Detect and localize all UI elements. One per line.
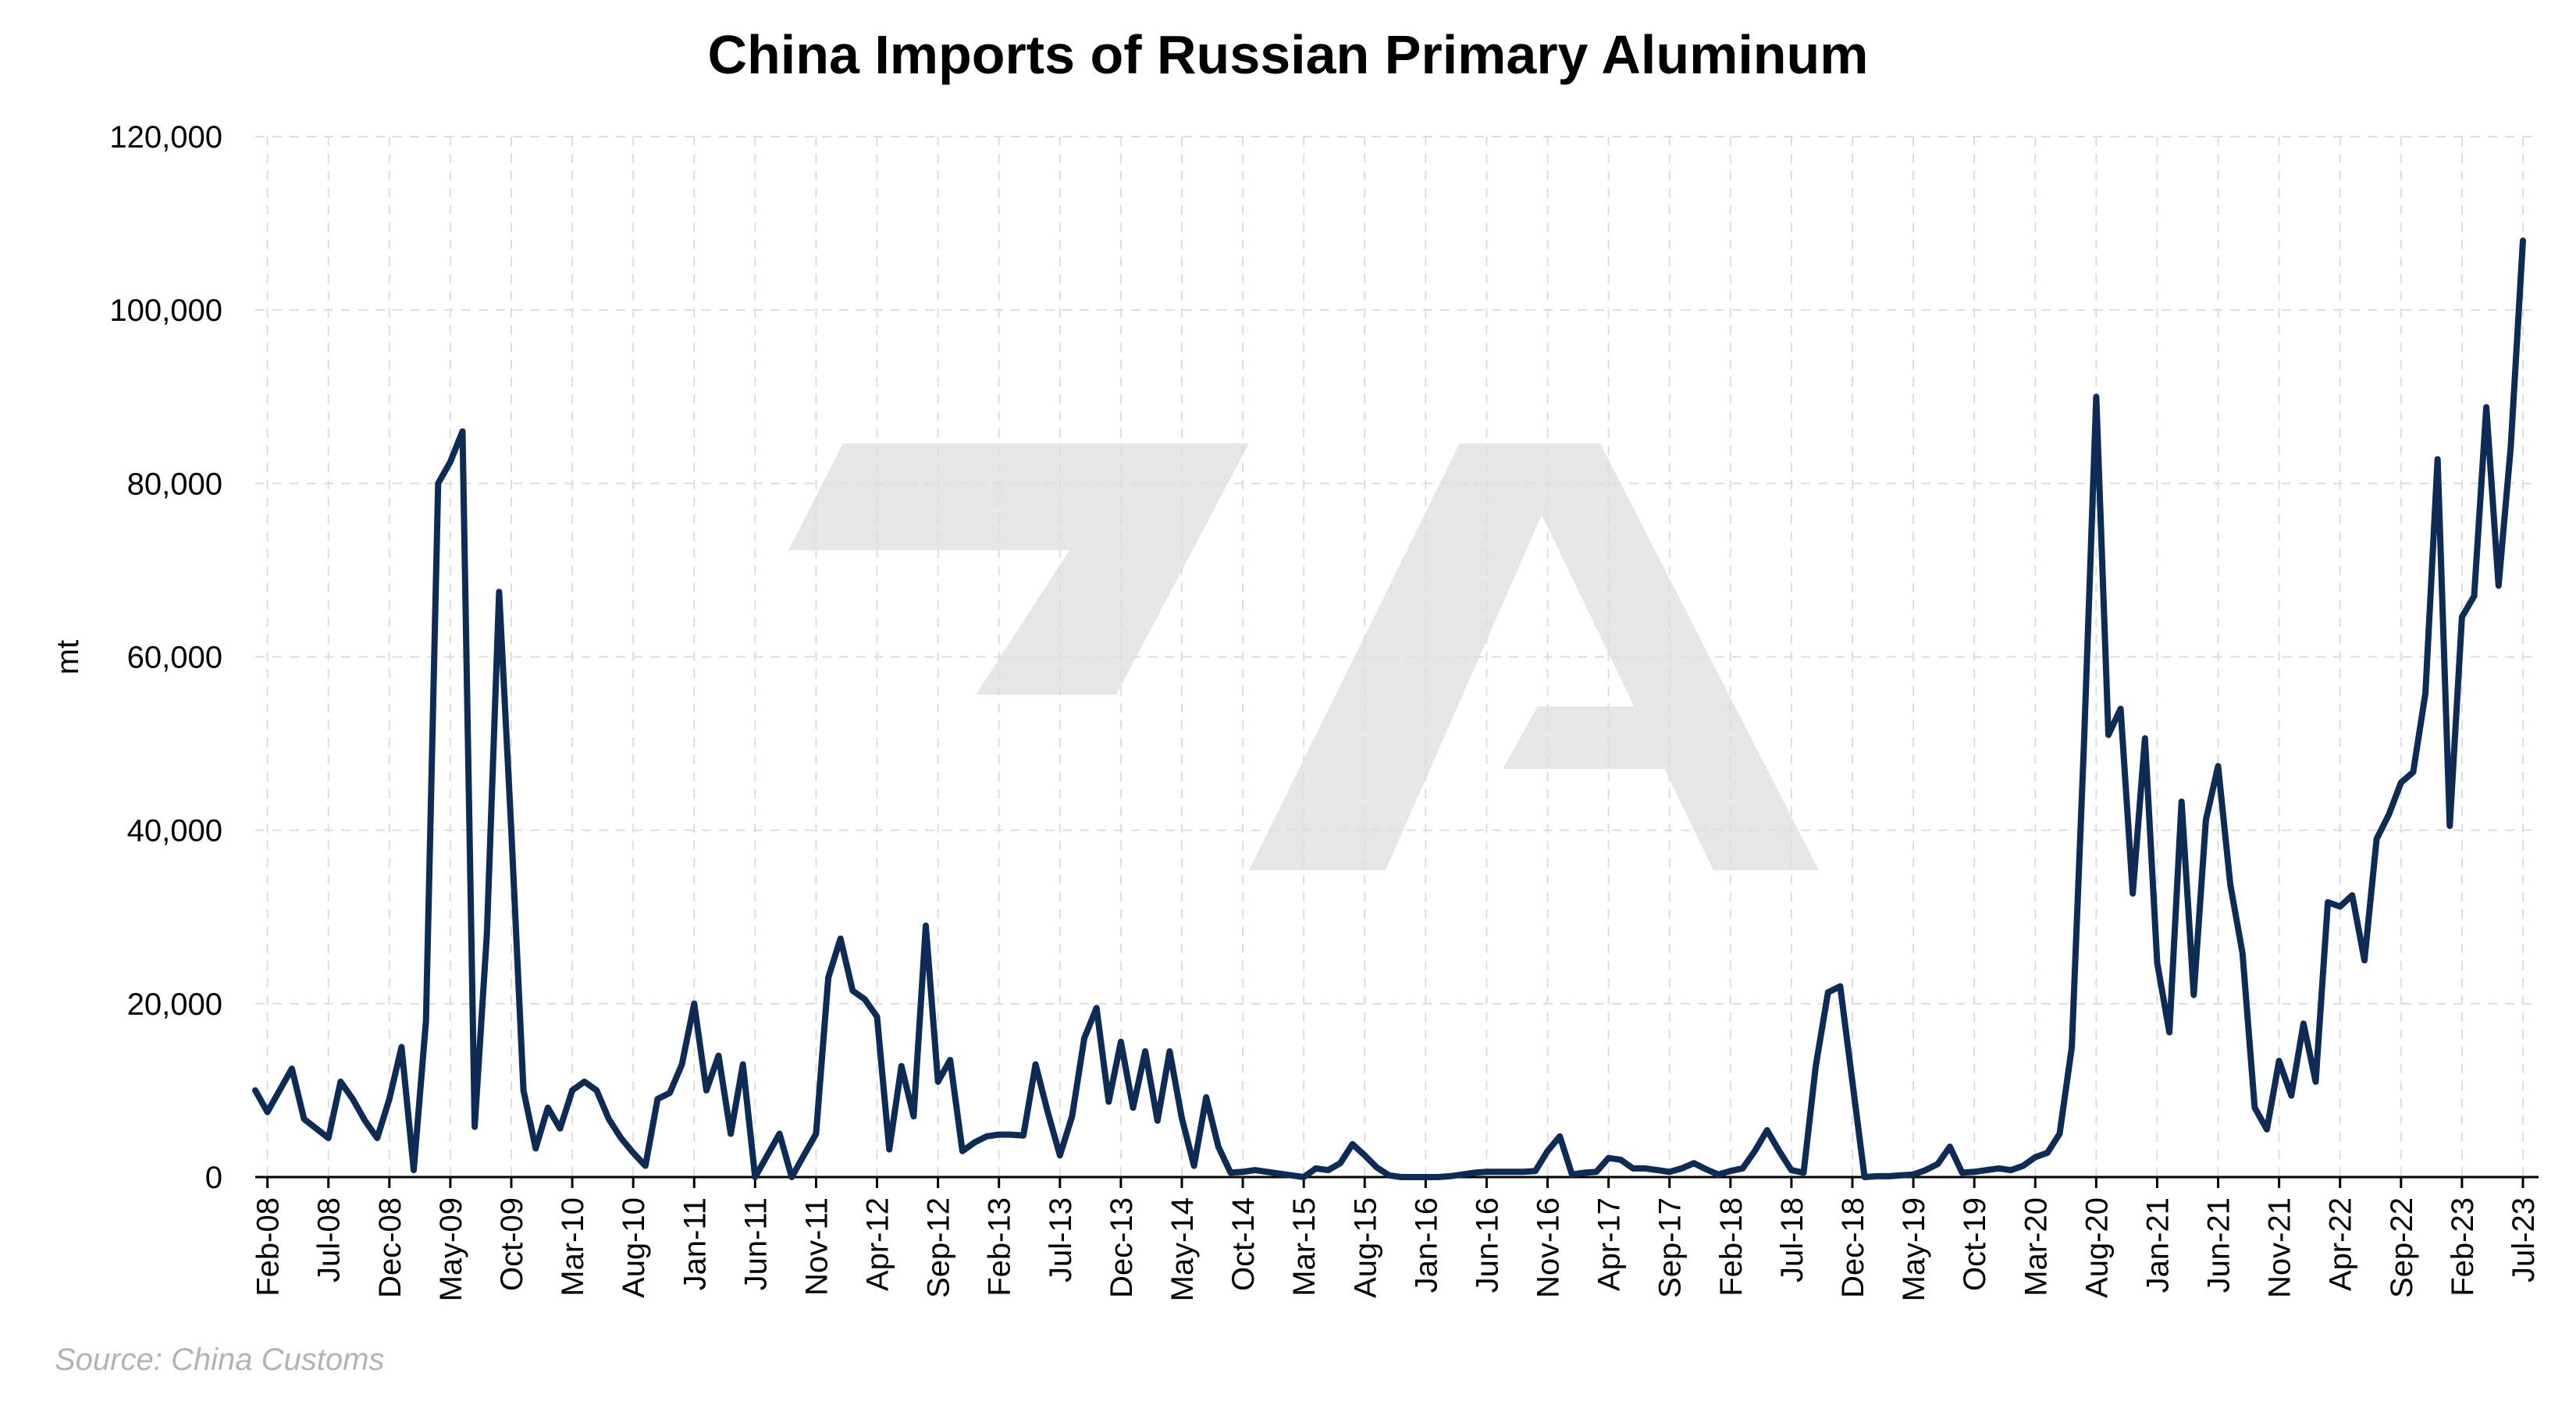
x-tick-label: Oct-09: [495, 1197, 529, 1291]
x-tick-label: Feb-08: [251, 1197, 286, 1297]
x-tick-label: Sep-12: [922, 1197, 956, 1298]
x-tick-label: Mar-15: [1287, 1197, 1322, 1297]
source-note: Source: China Customs: [55, 1343, 385, 1377]
x-tick-label: Jun-16: [1470, 1197, 1504, 1293]
x-tick-label: Dec-18: [1836, 1197, 1870, 1298]
x-tick-label: Feb-23: [2446, 1197, 2480, 1297]
x-tick-label: Dec-08: [373, 1197, 407, 1298]
x-tick-label: Feb-13: [983, 1197, 1017, 1297]
x-tick-label: Mar-20: [2019, 1197, 2053, 1297]
x-tick-label: Feb-18: [1714, 1197, 1749, 1297]
x-tick-label: May-19: [1897, 1197, 1931, 1301]
watermark-logo: [788, 443, 1819, 870]
x-tick-label: Sep-22: [2385, 1197, 2419, 1298]
x-tick-label: Aug-20: [2080, 1197, 2114, 1298]
series-line: [252, 237, 2526, 1180]
x-tick-label: Mar-10: [556, 1197, 590, 1297]
y-tick-label: 40,000: [127, 814, 222, 848]
x-tick-label: May-14: [1165, 1197, 1200, 1301]
y-tick-label: 80,000: [127, 467, 222, 501]
y-tick-label: 120,000: [109, 120, 222, 155]
x-tick-label: Oct-19: [1958, 1197, 1992, 1291]
x-tick-label: Oct-14: [1226, 1197, 1261, 1291]
chart-title: China Imports of Russian Primary Aluminu…: [707, 24, 1869, 85]
x-tick-label: May-09: [434, 1197, 468, 1301]
x-tick-label: Dec-13: [1105, 1197, 1139, 1298]
x-tick-label: Apr-12: [861, 1197, 895, 1291]
x-tick-label: Jan-16: [1409, 1197, 1443, 1293]
x-tick-label: Jan-11: [678, 1197, 712, 1290]
x-tick-label: Jul-08: [312, 1197, 347, 1282]
x-tick-label: Jun-21: [2202, 1197, 2236, 1293]
y-axis-label: mt: [51, 640, 85, 674]
x-tick-label: Jul-13: [1044, 1197, 1078, 1282]
y-tick-label: 100,000: [109, 293, 222, 328]
x-tick-label: Aug-10: [617, 1197, 651, 1298]
x-tick-label: Jul-18: [1775, 1197, 1809, 1282]
x-tick-label: Apr-17: [1592, 1197, 1627, 1291]
y-tick-label: 60,000: [127, 641, 222, 675]
x-tick-label: Apr-22: [2324, 1197, 2358, 1291]
y-tick-label: 20,000: [127, 987, 222, 1022]
y-tick-label: 0: [205, 1161, 222, 1195]
x-tick-label: Jun-11: [738, 1197, 773, 1290]
x-tick-label: Nov-11: [799, 1197, 834, 1296]
x-tick-label: Nov-21: [2263, 1197, 2297, 1298]
x-tick-label: Nov-16: [1532, 1197, 1566, 1298]
x-tick-label: Jan-21: [2140, 1197, 2175, 1293]
x-tick-label: Aug-15: [1348, 1197, 1382, 1298]
x-tick-label: Sep-17: [1653, 1197, 1688, 1298]
x-tick-label: Jul-23: [2507, 1197, 2541, 1282]
